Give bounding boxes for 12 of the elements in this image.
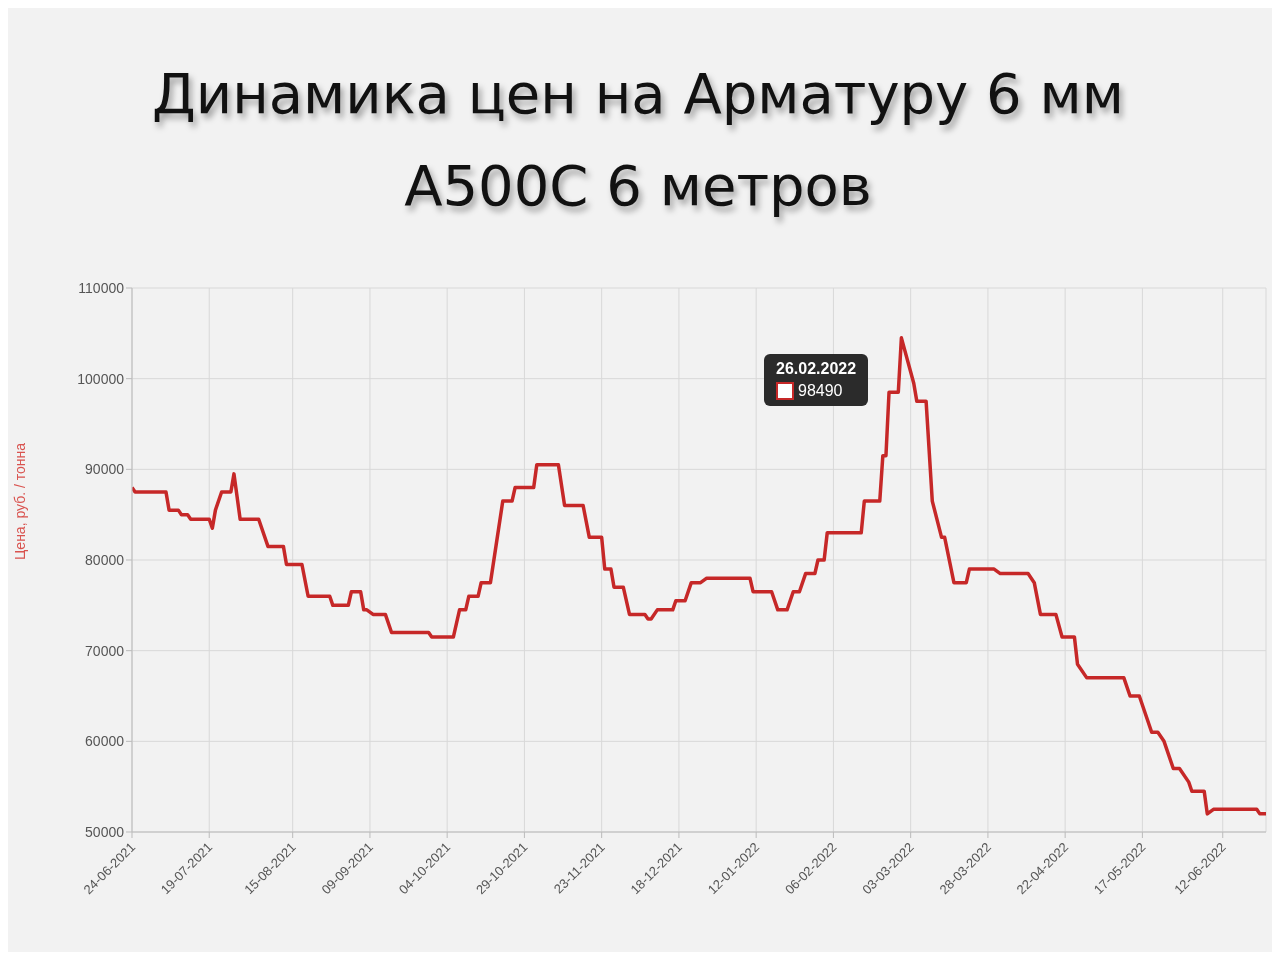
chart-title: Динамика цен на Арматуру 6 мм А500С 6 метров xyxy=(151,60,1125,220)
y-axis-title: Цена, руб. / тонна xyxy=(11,442,28,560)
annotation: 98490 xyxy=(798,382,843,400)
line-series xyxy=(132,336,1266,816)
y-tick-label: 80000 xyxy=(85,551,125,568)
y-tick-label: 60000 xyxy=(85,733,125,750)
y-tick-label: 100000 xyxy=(77,370,125,387)
y-tick-label: 70000 xyxy=(85,642,125,659)
y-tick-label: 50000 xyxy=(85,823,125,840)
y-tick-label: 110000 xyxy=(78,279,125,296)
annotation: 26.02.2022 xyxy=(776,360,857,378)
y-tick-label: 90000 xyxy=(85,461,125,478)
